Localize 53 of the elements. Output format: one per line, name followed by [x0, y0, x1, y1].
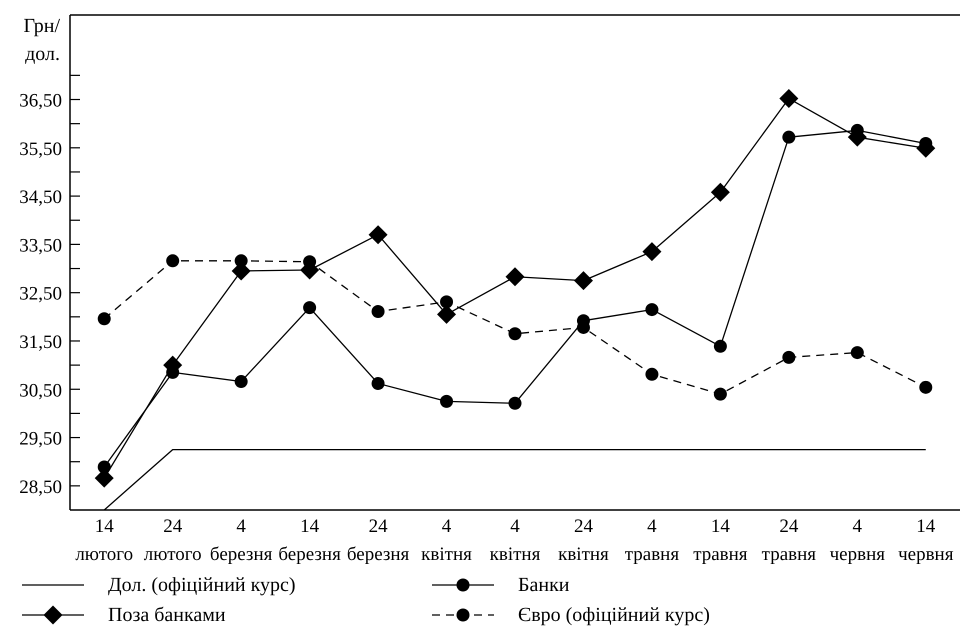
y-axis-title: Грн/ дол. [22, 14, 60, 67]
point [645, 368, 658, 381]
point [98, 312, 111, 326]
x-tick-label: 4 червня [830, 516, 886, 565]
point [919, 380, 932, 394]
point [372, 376, 385, 390]
point [850, 346, 864, 360]
point [166, 254, 180, 268]
y-tick-label: 36,50 [19, 90, 62, 112]
x-tick-label: 14 лютого [75, 516, 134, 565]
y-tick-label: 34,50 [19, 187, 62, 208]
point [782, 350, 796, 364]
point [303, 301, 316, 314]
x-tick-label: 4 березня [210, 516, 273, 565]
legend-label: Дол. (офіційний курс) [108, 574, 296, 596]
x-tick-label: 24 березня [346, 516, 410, 565]
legend-label: Банки [518, 574, 570, 596]
x-tick-label: 14 травня [693, 516, 748, 565]
y-tick-label: 32,50 [19, 284, 62, 305]
x-tick-label: 24 лютого [144, 516, 202, 565]
x-tick-label: 4 квітня [421, 516, 472, 565]
legend-label: Євро (офіційний курс) [518, 604, 710, 626]
y-tick-label: 30,50 [19, 380, 62, 402]
y-tick-label: 35,50 [19, 138, 62, 160]
point [368, 225, 388, 244]
point [782, 130, 796, 144]
y-tick-label: 28,50 [19, 476, 62, 498]
x-tick-label: 4 квітня [490, 516, 541, 565]
point [642, 242, 662, 262]
y-tick-label: 29,50 [19, 428, 62, 450]
point [508, 396, 522, 410]
x-tick-label: 14 березня [278, 516, 342, 565]
x-tick-label: 4 травня [624, 516, 680, 565]
point [440, 394, 454, 408]
point [506, 267, 524, 286]
point [98, 460, 111, 474]
legend-label: Поза банками [108, 604, 226, 626]
x-tick-label: 24 травня [762, 516, 816, 565]
point [714, 388, 727, 401]
y-tick-label: 31,50 [19, 332, 62, 353]
point [508, 327, 522, 340]
point [714, 340, 727, 353]
y-tick-label: 33,50 [19, 235, 62, 256]
point [779, 89, 798, 108]
point [234, 375, 248, 388]
point [645, 303, 658, 316]
point [234, 254, 248, 268]
point [710, 182, 730, 202]
x-tick-label: 14 червня [898, 516, 954, 565]
point [372, 305, 385, 318]
x-tick-label: 24 квітня [558, 516, 610, 565]
point [574, 271, 593, 290]
point [440, 295, 454, 308]
